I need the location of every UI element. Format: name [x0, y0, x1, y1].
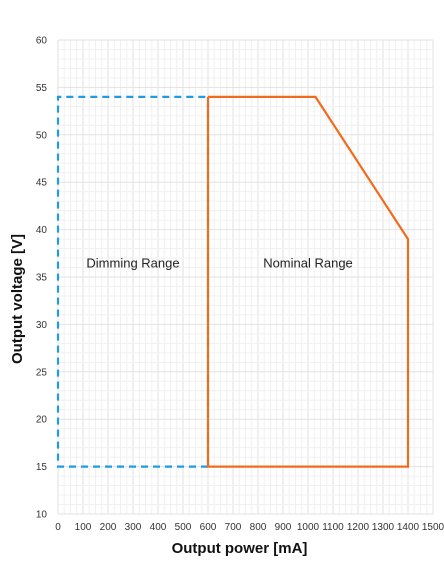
x-tick-label: 600: [200, 522, 217, 533]
x-tick-label: 800: [250, 522, 267, 533]
x-axis-ticks: 0 100 200 300 400 500 600 700 800 900 1000 1100 1200…: [55, 522, 444, 533]
y-tick-label: 10: [36, 510, 48, 521]
y-tick-label: 45: [36, 178, 48, 189]
y-tick-label: 15: [36, 462, 48, 473]
y-tick-label: 35: [36, 273, 48, 284]
region-label: Dimming Range: [86, 256, 179, 271]
x-tick-label: 900: [275, 522, 292, 533]
series-layer: [56, 95, 410, 468]
x-tick-label: 1000: [297, 522, 320, 533]
y-tick-label: 20: [36, 415, 48, 426]
y-tick-label: 25: [36, 367, 48, 378]
x-tick-label: 1400: [397, 522, 420, 533]
y-axis-ticks: 10 15 20 25 30 35 40 45 50 55 60: [36, 36, 48, 521]
nominal-range-outline: [206, 95, 410, 468]
y-tick-label: 40: [36, 225, 48, 236]
y-tick-label: 50: [36, 130, 48, 141]
x-tick-label: 200: [100, 522, 117, 533]
x-tick-label: 700: [225, 522, 242, 533]
y-tick-label: 60: [36, 36, 48, 47]
annotations: Dimming Range Nominal Range: [86, 256, 352, 271]
x-tick-label: 100: [75, 522, 92, 533]
x-tick-label: 1200: [347, 522, 370, 533]
y-tick-label: 30: [36, 320, 48, 331]
x-axis-title: Output power [mA]: [172, 540, 308, 557]
region-label: Nominal Range: [263, 256, 353, 271]
x-tick-label: 300: [125, 522, 142, 533]
x-tick-label: 0: [55, 522, 61, 533]
y-tick-label: 55: [36, 83, 48, 94]
x-tick-label: 1100: [322, 522, 344, 533]
x-tick-label: 1300: [372, 522, 395, 533]
grid: [57, 39, 434, 515]
x-tick-label: 1500: [422, 522, 444, 533]
y-axis-title: Output voltage [V]: [9, 234, 26, 364]
x-tick-label: 400: [150, 522, 167, 533]
x-tick-label: 500: [175, 522, 192, 533]
